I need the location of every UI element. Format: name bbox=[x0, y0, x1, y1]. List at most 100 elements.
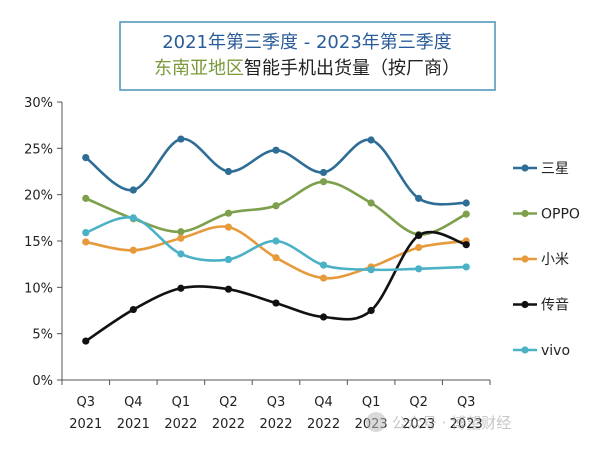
series-lines bbox=[82, 135, 470, 345]
y-tick-label: 10% bbox=[24, 281, 53, 296]
watermark: 公众号 · 博望财经 bbox=[366, 412, 511, 432]
data-point bbox=[224, 285, 233, 293]
x-tick-label-quarter: Q2 bbox=[219, 395, 238, 410]
series-line bbox=[85, 225, 467, 280]
data-point bbox=[367, 136, 375, 144]
y-tick-label: 15% bbox=[24, 235, 53, 250]
title-box bbox=[119, 21, 496, 91]
title-line1-part2: 2023年第三季度 bbox=[316, 32, 452, 53]
legend-marker bbox=[521, 209, 529, 218]
data-point bbox=[177, 250, 185, 258]
x-tick-label-year: 2022 bbox=[307, 417, 340, 432]
x-tick-label-quarter: Q3 bbox=[457, 395, 476, 410]
x-tick-label-quarter: Q1 bbox=[362, 395, 381, 410]
legend-label: vivo bbox=[541, 343, 570, 359]
legend-marker bbox=[521, 255, 529, 263]
x-tick-label-quarter: Q4 bbox=[314, 395, 333, 410]
data-point bbox=[319, 313, 328, 321]
legend-item: 小米 bbox=[513, 252, 569, 268]
data-point bbox=[462, 199, 470, 207]
data-point bbox=[177, 135, 185, 143]
y-tick-label: 30% bbox=[24, 96, 53, 111]
data-point bbox=[367, 306, 375, 315]
legend-label: 小米 bbox=[541, 252, 569, 268]
data-point bbox=[82, 337, 90, 345]
data-point bbox=[319, 261, 328, 269]
y-tick-label: 5% bbox=[32, 328, 53, 343]
x-tick-label-quarter: Q4 bbox=[124, 395, 143, 410]
x-tick-label-year: 2021 bbox=[117, 417, 150, 432]
data-point bbox=[129, 186, 137, 194]
data-point bbox=[82, 194, 90, 202]
data-point bbox=[224, 167, 233, 176]
y-tick-label: 20% bbox=[24, 189, 53, 204]
y-tick-label: 25% bbox=[24, 142, 53, 157]
data-point bbox=[319, 178, 328, 186]
data-point bbox=[462, 210, 470, 218]
title-line1-part1: 2021年第三季度 bbox=[162, 32, 298, 53]
axes: 0% 5% 10% 15% 20% 25% 30% Q3 2021 Q4 2021 Q1 2022 Q2 2… bbox=[24, 96, 491, 432]
data-point bbox=[415, 265, 423, 273]
data-point bbox=[272, 202, 280, 210]
data-point bbox=[272, 254, 280, 262]
x-tick-label-year: 2022 bbox=[259, 417, 292, 432]
data-point bbox=[415, 231, 423, 240]
x-tick-label-quarter: Q1 bbox=[172, 395, 191, 410]
data-point bbox=[129, 305, 137, 314]
data-point bbox=[129, 246, 137, 254]
legend-label: 传音 bbox=[541, 297, 569, 314]
data-point bbox=[224, 209, 233, 217]
data-point bbox=[462, 241, 470, 249]
data-point bbox=[319, 274, 328, 282]
x-tick-label-year: 2022 bbox=[212, 417, 245, 432]
series-三星 bbox=[82, 135, 470, 207]
x-tick-label-year: 2023 bbox=[402, 417, 435, 432]
series-vivo bbox=[82, 214, 470, 274]
x-tick-label-quarter: Q3 bbox=[77, 395, 96, 410]
data-point bbox=[319, 168, 328, 177]
legend-label: 三星 bbox=[541, 161, 569, 177]
data-point bbox=[367, 266, 375, 274]
chart-title-line2: 东南亚地区智能手机出货量（按厂商） bbox=[154, 58, 460, 79]
data-point bbox=[272, 237, 280, 245]
data-point bbox=[129, 214, 137, 222]
legend-marker bbox=[521, 346, 529, 354]
data-point bbox=[177, 234, 185, 242]
data-point bbox=[82, 238, 90, 246]
series-传音 bbox=[82, 230, 470, 345]
data-point bbox=[415, 243, 423, 252]
x-tick-label-year: 2022 bbox=[164, 417, 197, 432]
data-point bbox=[82, 154, 90, 162]
legend-item: OPPO bbox=[513, 207, 580, 223]
wechat-logo-icon bbox=[366, 412, 386, 432]
data-point bbox=[272, 146, 280, 154]
x-tick-label-quarter: Q3 bbox=[267, 395, 286, 410]
legend-item: 三星 bbox=[513, 161, 569, 177]
y-tick-label: 0% bbox=[32, 374, 53, 389]
data-point bbox=[415, 194, 423, 202]
data-point bbox=[367, 199, 375, 207]
title-line2-subject: 智能手机出货量（按厂商） bbox=[244, 58, 460, 79]
x-tick-label-year: 2021 bbox=[69, 417, 102, 432]
data-point bbox=[462, 263, 470, 271]
data-point bbox=[177, 284, 185, 292]
legend-item: vivo bbox=[513, 343, 570, 359]
data-point bbox=[224, 255, 233, 264]
title-line1-sep: - bbox=[298, 32, 316, 53]
legend-marker bbox=[521, 300, 529, 309]
title-line2-region: 东南亚地区 bbox=[154, 58, 244, 79]
legend-item: 传音 bbox=[513, 297, 569, 314]
chart-title-line1: 2021年第三季度 - 2023年第三季度 bbox=[162, 32, 452, 53]
legend-marker bbox=[521, 164, 529, 172]
watermark-text: 公众号 · 博望财经 bbox=[392, 414, 511, 432]
data-point bbox=[82, 229, 90, 237]
x-tick-label-year: 2023 bbox=[450, 417, 483, 432]
legend-label: OPPO bbox=[541, 207, 580, 223]
data-point bbox=[177, 228, 185, 236]
data-point bbox=[224, 223, 233, 231]
data-point bbox=[272, 299, 280, 307]
x-tick-label-quarter: Q2 bbox=[409, 395, 428, 410]
